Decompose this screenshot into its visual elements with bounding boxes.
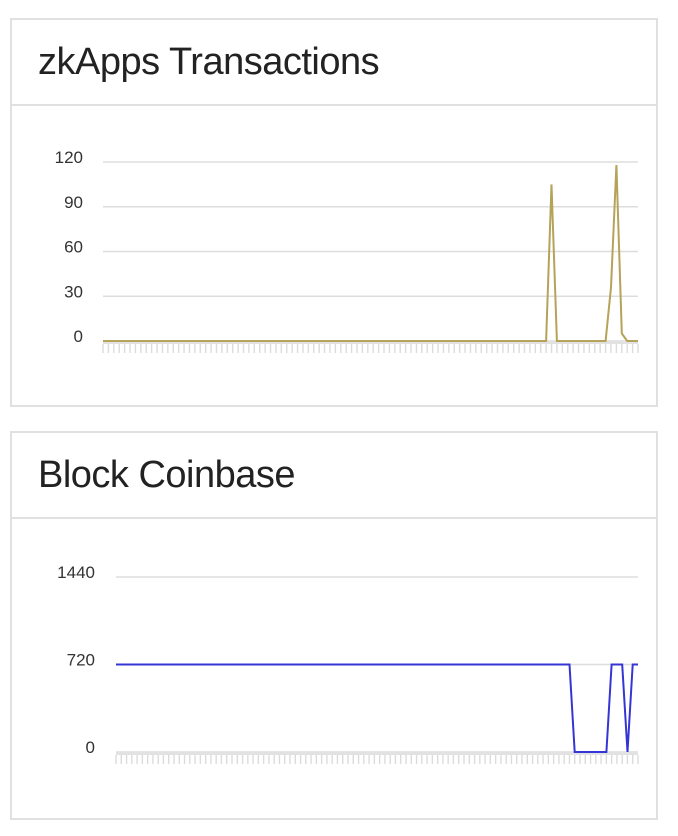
y-tick-label: 60 [64, 238, 83, 257]
block-coinbase-card: Block Coinbase 0 720 1440 [10, 431, 658, 820]
y-tick-label: 90 [64, 193, 83, 212]
y-tick-label: 1440 [57, 563, 95, 582]
zkapps-transactions-card: zkApps Transactions 0 30 60 90 120 [10, 18, 658, 407]
y-tick-label: 120 [55, 148, 83, 167]
card-header: Block Coinbase [12, 433, 656, 519]
series-line [103, 164, 638, 342]
zkapps-transactions-chart: 0 30 60 90 120 [55, 148, 639, 353]
card-header: zkApps Transactions [12, 20, 656, 106]
y-tick-label: 30 [64, 282, 83, 301]
y-tick-label: 0 [86, 738, 95, 757]
chart-title: zkApps Transactions [38, 40, 380, 83]
y-tick-label: 720 [67, 651, 95, 670]
series-line [116, 663, 638, 753]
block-coinbase-chart: 0 720 1440 [57, 563, 639, 764]
y-tick-label: 0 [74, 327, 83, 346]
x-axis [103, 341, 638, 344]
x-axis [116, 752, 638, 755]
chart-area: 0 30 60 90 120 [12, 106, 656, 405]
chart-title: Block Coinbase [38, 453, 296, 496]
chart-area: 0 720 1440 [12, 519, 656, 818]
